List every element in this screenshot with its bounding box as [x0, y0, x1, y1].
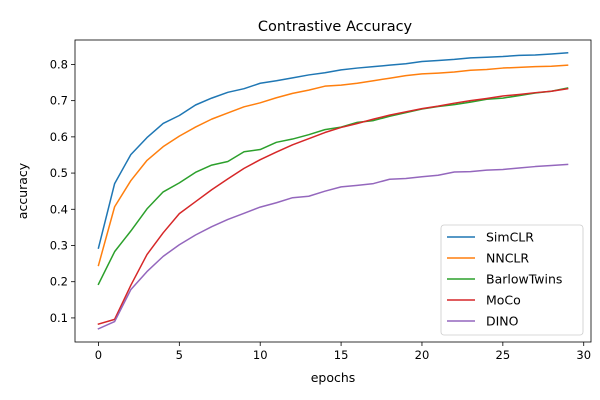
plot-area — [97, 52, 569, 330]
legend-label-barlowtwins: BarlowTwins — [486, 272, 562, 287]
y-tick-label: 0.7 — [50, 94, 68, 108]
series-line-barlowtwins — [97, 87, 569, 286]
legend-label-nnclr: NNCLR — [486, 251, 529, 266]
y-tick-label: 0.8 — [50, 57, 68, 71]
x-tick-label: 5 — [176, 348, 183, 362]
chart-title: Contrastive Accuracy — [258, 19, 413, 35]
series-line-simclr — [97, 52, 569, 249]
y-tick-label: 0.4 — [50, 202, 68, 216]
legend-label-simclr: SimCLR — [486, 230, 534, 245]
legend: SimCLR NNCLR BarlowTwins MoCo DINO — [440, 224, 584, 336]
y-tick-label: 0.6 — [50, 130, 68, 144]
x-axis-ticks: 0 5 10 15 20 25 30 — [95, 342, 591, 362]
legend-label-moco: MoCo — [486, 293, 521, 308]
series-line-dino — [97, 163, 569, 330]
legend-label-dino: DINO — [486, 314, 519, 329]
x-axis-label: epochs — [311, 370, 356, 385]
y-tick-label: 0.3 — [50, 238, 68, 252]
series-line-moco — [97, 87, 569, 326]
x-tick-label: 10 — [253, 348, 268, 362]
x-tick-label: 20 — [415, 348, 430, 362]
plot-frame — [74, 39, 592, 343]
x-tick-label: 30 — [576, 348, 591, 362]
series-line-nnclr — [97, 64, 569, 267]
y-axis-ticks: 0.1 0.2 0.3 0.4 0.5 0.6 0.7 0.8 — [50, 57, 75, 325]
y-tick-label: 0.1 — [50, 311, 68, 325]
y-tick-label: 0.2 — [50, 275, 68, 289]
x-tick-label: 15 — [334, 348, 349, 362]
x-tick-label: 0 — [95, 348, 102, 362]
y-tick-label: 0.5 — [50, 166, 68, 180]
y-axis-label: accuracy — [15, 162, 30, 219]
x-tick-label: 25 — [496, 348, 511, 362]
legend-box — [440, 224, 584, 336]
